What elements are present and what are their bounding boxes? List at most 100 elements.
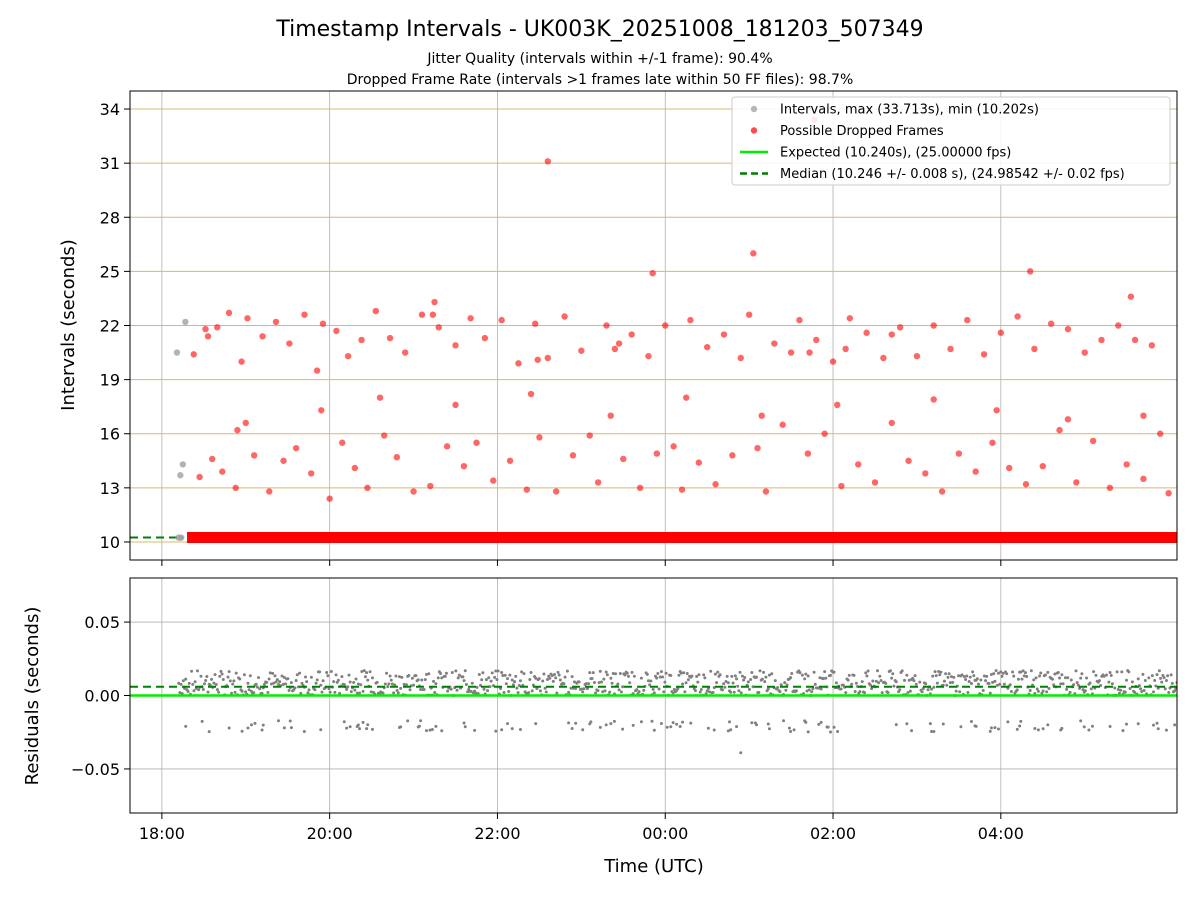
residual-point: [534, 722, 538, 726]
residual-point: [454, 669, 458, 673]
residual-point: [433, 691, 437, 695]
residual-point: [365, 727, 369, 731]
dropped-frame-point: [653, 450, 661, 457]
residual-point: [597, 681, 601, 685]
chart-subtitle-jitter: Jitter Quality (intervals within +/-1 fr…: [426, 51, 772, 67]
residual-point: [806, 674, 810, 678]
residual-point: [735, 677, 739, 681]
residual-point: [617, 688, 621, 692]
residual-point: [260, 691, 264, 695]
dropped-frame-point: [214, 324, 221, 331]
residual-point: [1092, 670, 1096, 674]
residual-point: [804, 720, 808, 724]
residual-point: [967, 680, 971, 684]
residual-point: [1094, 673, 1098, 677]
residual-point: [725, 674, 729, 678]
residual-point: [965, 674, 969, 678]
dropped-frame-point: [955, 450, 963, 457]
residual-point: [948, 681, 952, 685]
residual-point: [217, 690, 221, 694]
dropped-frame-point: [607, 412, 614, 419]
residual-point: [652, 728, 656, 732]
residual-point: [1115, 670, 1119, 674]
y-tick-label: 34: [100, 100, 120, 119]
residual-point: [557, 673, 561, 677]
residual-point: [865, 674, 869, 678]
residual-point: [268, 671, 272, 675]
residual-point: [655, 676, 659, 680]
residual-point: [402, 682, 406, 686]
dropped-frame-point: [1026, 268, 1034, 275]
legend-label: Expected (10.240s), (25.00000 fps): [780, 146, 1011, 161]
residual-point: [1008, 683, 1012, 687]
residual-point: [588, 671, 592, 675]
residual-point: [664, 671, 668, 675]
residuals-panel-frame: [129, 577, 1178, 814]
residual-point: [584, 682, 588, 686]
dropped-frame-point: [536, 434, 543, 441]
residual-point: [247, 688, 251, 692]
residual-point: [446, 689, 450, 693]
residual-point: [596, 689, 600, 693]
residual-point: [934, 674, 938, 678]
residual-point: [428, 728, 432, 732]
dropped-frame-point: [286, 340, 293, 347]
residual-point: [681, 720, 685, 724]
dropped-frame-point: [544, 158, 551, 165]
residual-point: [1152, 723, 1156, 727]
residual-point: [722, 682, 726, 686]
dropped-frame-point: [1106, 484, 1114, 492]
residual-point: [878, 674, 882, 678]
residual-point: [1090, 724, 1094, 728]
residual-point: [529, 671, 533, 675]
residual-point: [994, 669, 998, 673]
dropped-frame-point: [1047, 320, 1055, 327]
residual-point: [682, 671, 686, 675]
residual-point: [657, 687, 661, 691]
residual-point: [184, 677, 188, 681]
residual-point: [244, 690, 248, 694]
dropped-frame-point: [620, 455, 627, 463]
residual-point: [610, 681, 614, 685]
residual-point: [299, 691, 303, 695]
legend-marker: [750, 105, 758, 113]
residual-point: [572, 680, 576, 684]
residual-point: [987, 681, 991, 685]
residual-point: [594, 691, 598, 695]
residual-point: [762, 670, 766, 674]
residual-point: [1052, 683, 1056, 687]
x-tick-label: 04:00: [978, 824, 1024, 843]
residual-point: [240, 729, 244, 733]
residual-point: [1136, 677, 1140, 681]
residual-point: [1025, 674, 1029, 678]
residual-point: [581, 690, 585, 694]
residual-point: [977, 682, 981, 686]
residual-point: [502, 691, 506, 695]
residual-point: [939, 670, 943, 674]
residual-point: [945, 683, 949, 687]
residual-point: [991, 680, 995, 684]
residual-point: [913, 674, 917, 678]
dropped-frame-point: [364, 484, 371, 492]
residual-point: [1123, 690, 1127, 694]
residual-point: [487, 676, 491, 680]
residual-point: [570, 726, 574, 730]
residual-point: [1065, 687, 1069, 691]
residual-point: [877, 681, 881, 685]
residual-point: [221, 678, 225, 682]
dropped-frame-point: [266, 488, 273, 495]
residual-point: [495, 678, 499, 682]
intervals-panel-frame: [129, 90, 1178, 561]
residual-point: [928, 722, 932, 726]
residual-point: [194, 686, 198, 690]
residual-point: [434, 682, 438, 686]
residual-point: [1059, 682, 1063, 686]
residual-point: [440, 729, 444, 733]
dropped-frame-point: [1064, 325, 1072, 333]
residual-point: [652, 691, 656, 695]
residual-point: [803, 677, 807, 681]
residual-point: [1141, 672, 1145, 676]
residual-point: [648, 683, 652, 687]
residual-point: [262, 683, 266, 687]
residual-point: [396, 691, 400, 695]
